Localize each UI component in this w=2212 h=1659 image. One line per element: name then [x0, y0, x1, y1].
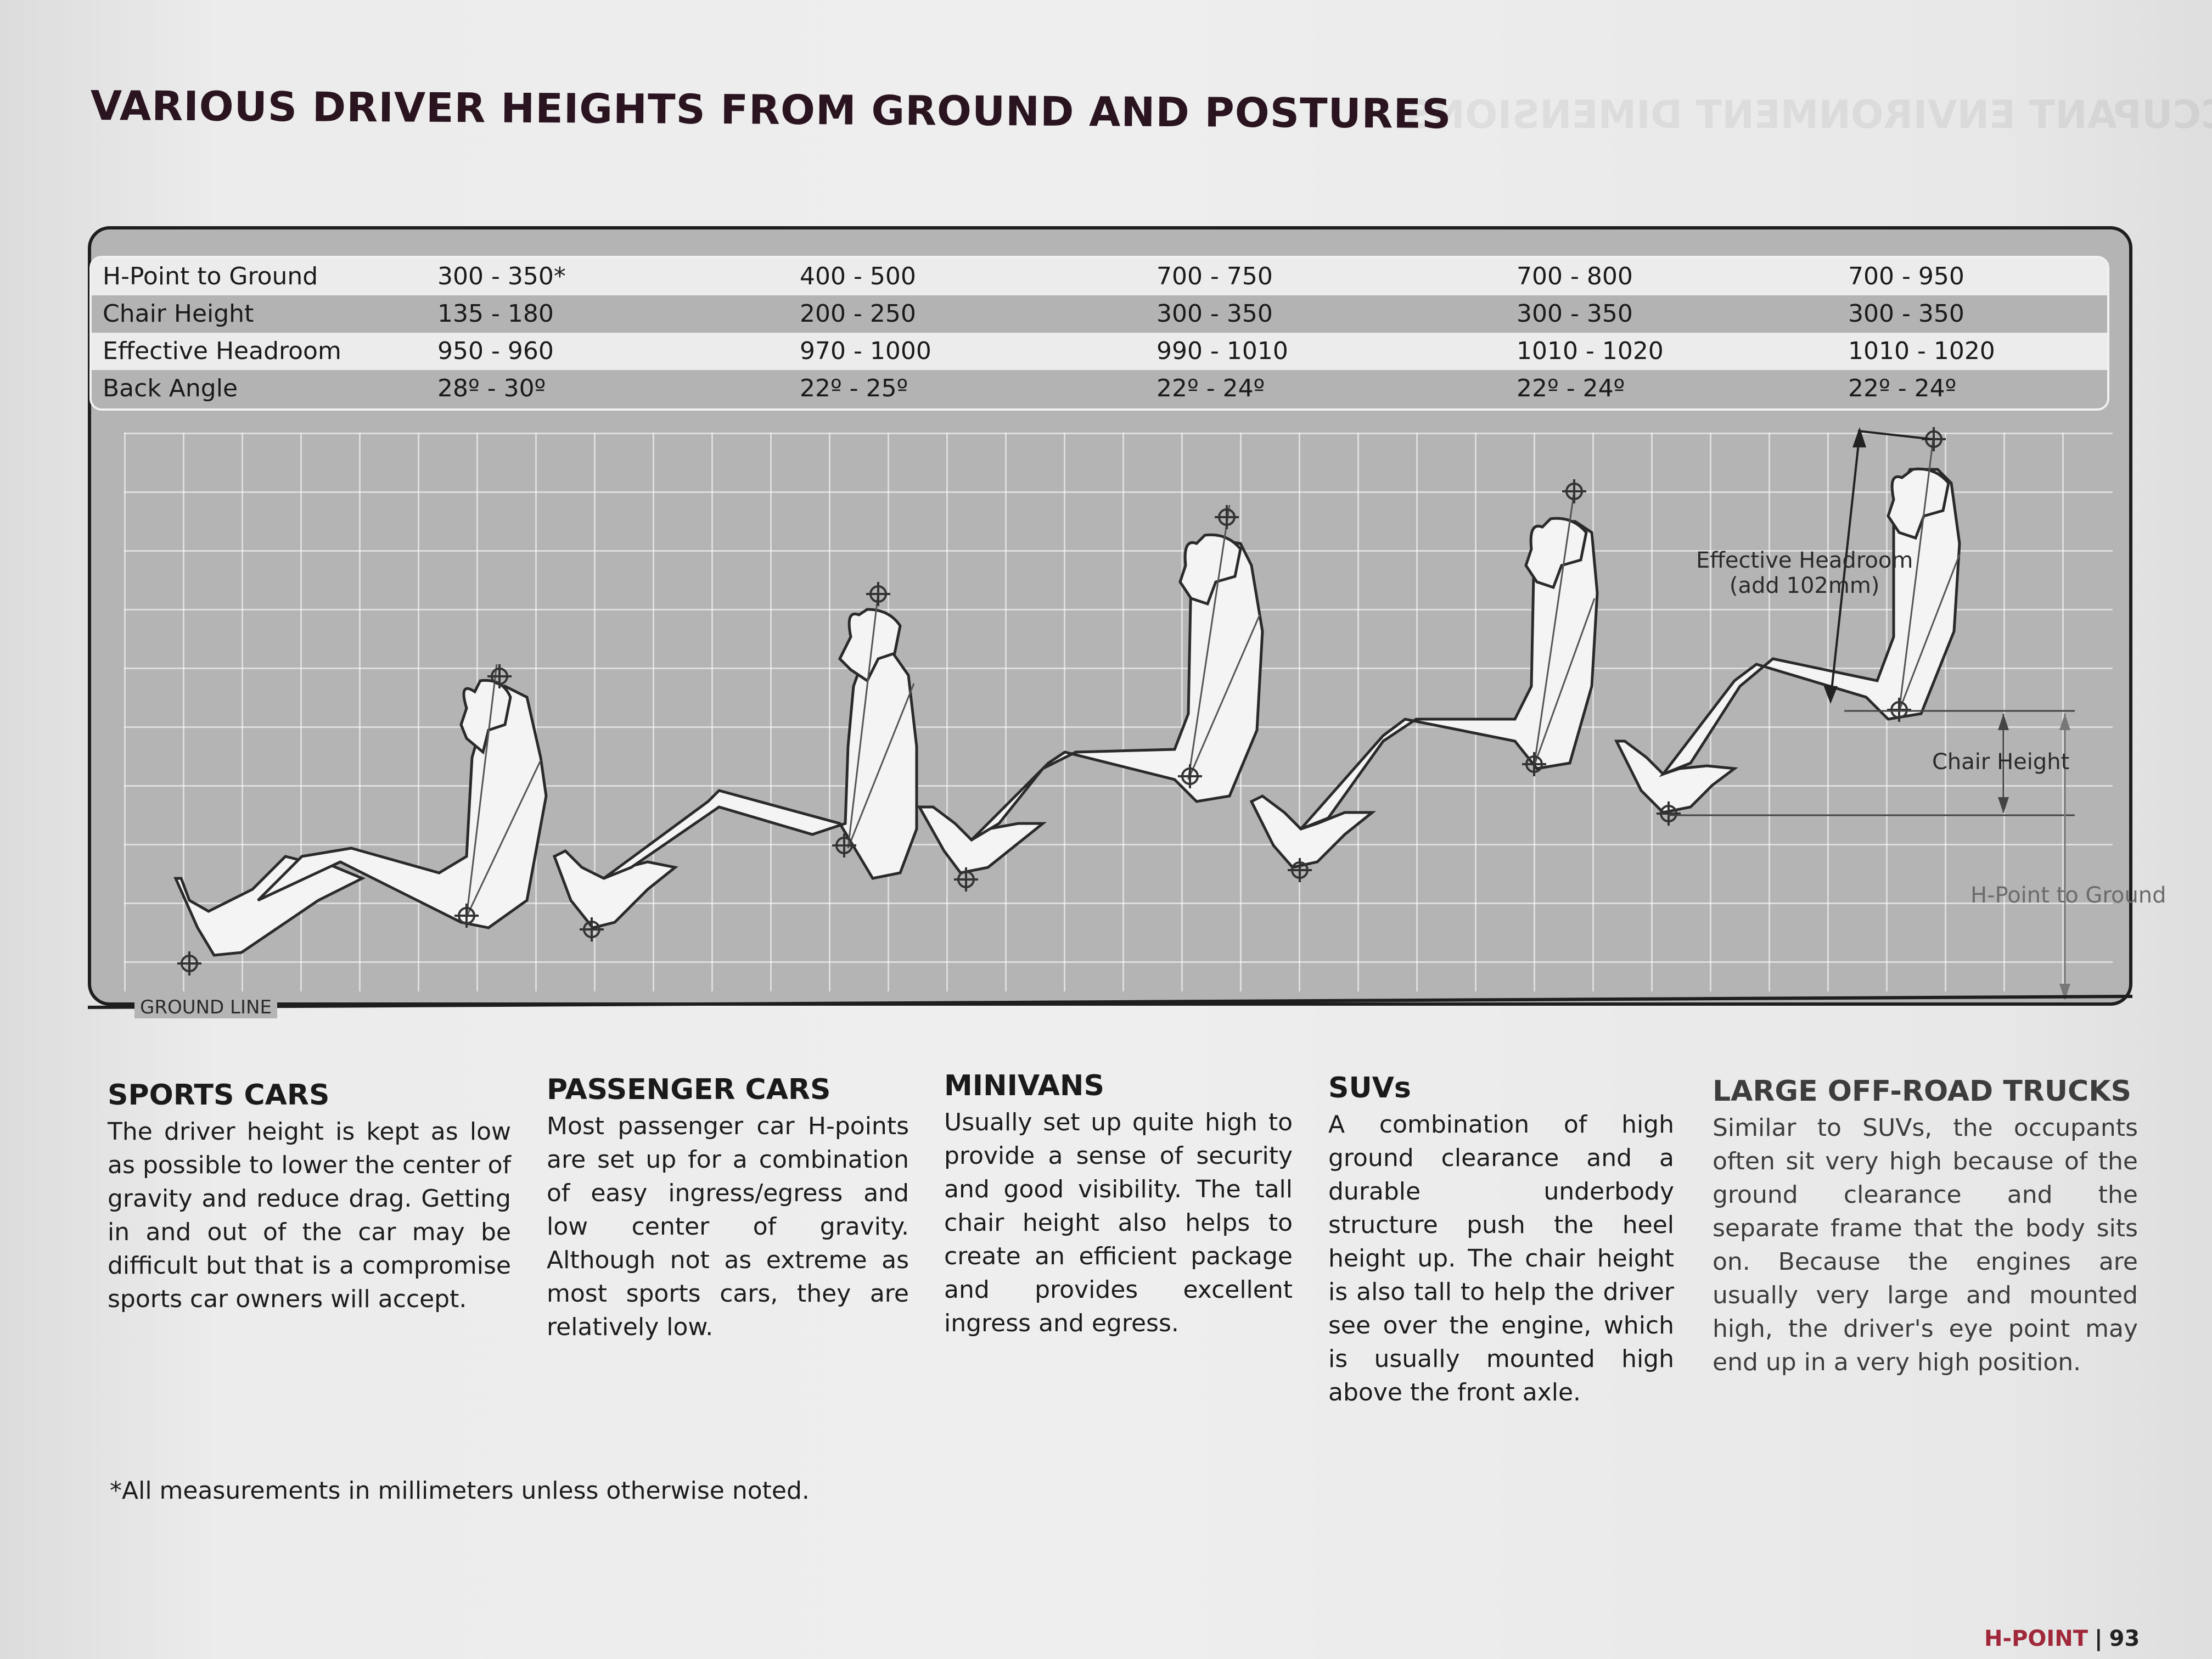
section-passenger-cars: PASSENGER CARS Most passenger car H-poin…	[547, 1073, 909, 1344]
table-cell: 990 - 1010	[1156, 337, 1288, 365]
section-body: Most passenger car H-points are set up f…	[547, 1112, 909, 1341]
table-cell: 22º - 24º	[1156, 374, 1265, 402]
section-body: Similar to SUVs, the occupants often sit…	[1713, 1114, 2138, 1376]
page-number: 93	[2109, 1626, 2140, 1651]
section-body: Usually set up quite high to provide a s…	[944, 1108, 1293, 1337]
table-cell: 300 - 350	[1156, 300, 1273, 328]
ground-line	[87, 995, 2133, 1009]
table-row: H-Point to Ground 300 - 350* 400 - 500 7…	[92, 258, 2107, 295]
table-cell: 22º - 24º	[1517, 374, 1625, 402]
table-cell: 300 - 350	[1517, 300, 1633, 328]
figure-off-road-truck	[1614, 426, 2075, 1000]
section-heading: SPORTS CARS	[108, 1079, 330, 1112]
table-cell: 970 - 1000	[800, 337, 931, 365]
ground-line-label: GROUND LINE	[134, 996, 277, 1018]
figure-suv	[1249, 478, 1599, 883]
figure-passenger-car	[552, 581, 918, 943]
effective-headroom-title: Effective Headroom	[1696, 548, 1913, 573]
chair-height-label: Chair Height	[1932, 749, 2070, 775]
table-cell: 700 - 750	[1156, 262, 1273, 290]
section-body: The driver height is kept as low as poss…	[108, 1118, 511, 1313]
section-large-off-road-trucks: LARGE OFF-ROAD TRUCKS Similar to SUVs, t…	[1713, 1075, 2138, 1379]
table-cell: 1010 - 1020	[1848, 337, 1995, 365]
table-row: Back Angle 28º - 30º 22º - 25º 22º - 24º…	[92, 370, 2107, 407]
figure-sports-car	[173, 663, 548, 977]
table-cell: 200 - 250	[800, 300, 916, 328]
section-sports-cars: SPORTS CARS The driver height is kept as…	[108, 1079, 511, 1316]
table-cell: 700 - 950	[1848, 262, 1964, 290]
table-row: Effective Headroom 950 - 960 970 - 1000 …	[92, 333, 2107, 370]
table-cell: 22º - 25º	[800, 374, 908, 402]
effective-headroom-note: (add 102mm)	[1729, 573, 1880, 598]
row-label: H-Point to Ground	[103, 262, 318, 290]
footnote: *All measurements in millimeters unless …	[110, 1477, 810, 1505]
figure-minivan	[917, 504, 1264, 893]
table-cell: 300 - 350	[1848, 300, 1964, 328]
table-cell: 1010 - 1020	[1517, 337, 1664, 365]
page-folio: H-POINT | 93	[1984, 1626, 2140, 1651]
table-cell: 400 - 500	[800, 262, 916, 290]
section-minivans: MINIVANS Usually set up quite high to pr…	[944, 1069, 1293, 1340]
table-cell: 22º - 24º	[1848, 374, 1957, 402]
table-cell: 135 - 180	[437, 300, 554, 328]
section-suvs: SUVs A combination of high ground cleara…	[1328, 1072, 1674, 1409]
row-label: Chair Height	[103, 300, 254, 328]
row-label: Back Angle	[103, 374, 238, 402]
row-label: Effective Headroom	[103, 337, 341, 365]
folio-separator: |	[2095, 1626, 2103, 1651]
table-cell: 300 - 350*	[437, 262, 566, 290]
section-heading: PASSENGER CARS	[547, 1073, 831, 1106]
folio-brand: H-POINT	[1984, 1626, 2089, 1651]
table-cell: 950 - 960	[437, 337, 554, 365]
section-body: A combination of high ground clearance a…	[1328, 1111, 1674, 1406]
table-cell: 28º - 30º	[437, 374, 546, 402]
section-heading: SUVs	[1328, 1072, 1411, 1105]
table-row: Chair Height 135 - 180 200 - 250 300 - 3…	[92, 295, 2107, 333]
effective-headroom-label: Effective Headroom (add 102mm)	[1696, 548, 1913, 598]
section-heading: MINIVANS	[944, 1069, 1104, 1102]
table-cell: 700 - 800	[1517, 262, 1633, 290]
section-heading: LARGE OFF-ROAD TRUCKS	[1713, 1075, 2131, 1108]
h-point-to-ground-label: H-Point to Ground	[1970, 883, 2166, 908]
spec-table: H-Point to Ground 300 - 350* 400 - 500 7…	[89, 256, 2109, 411]
